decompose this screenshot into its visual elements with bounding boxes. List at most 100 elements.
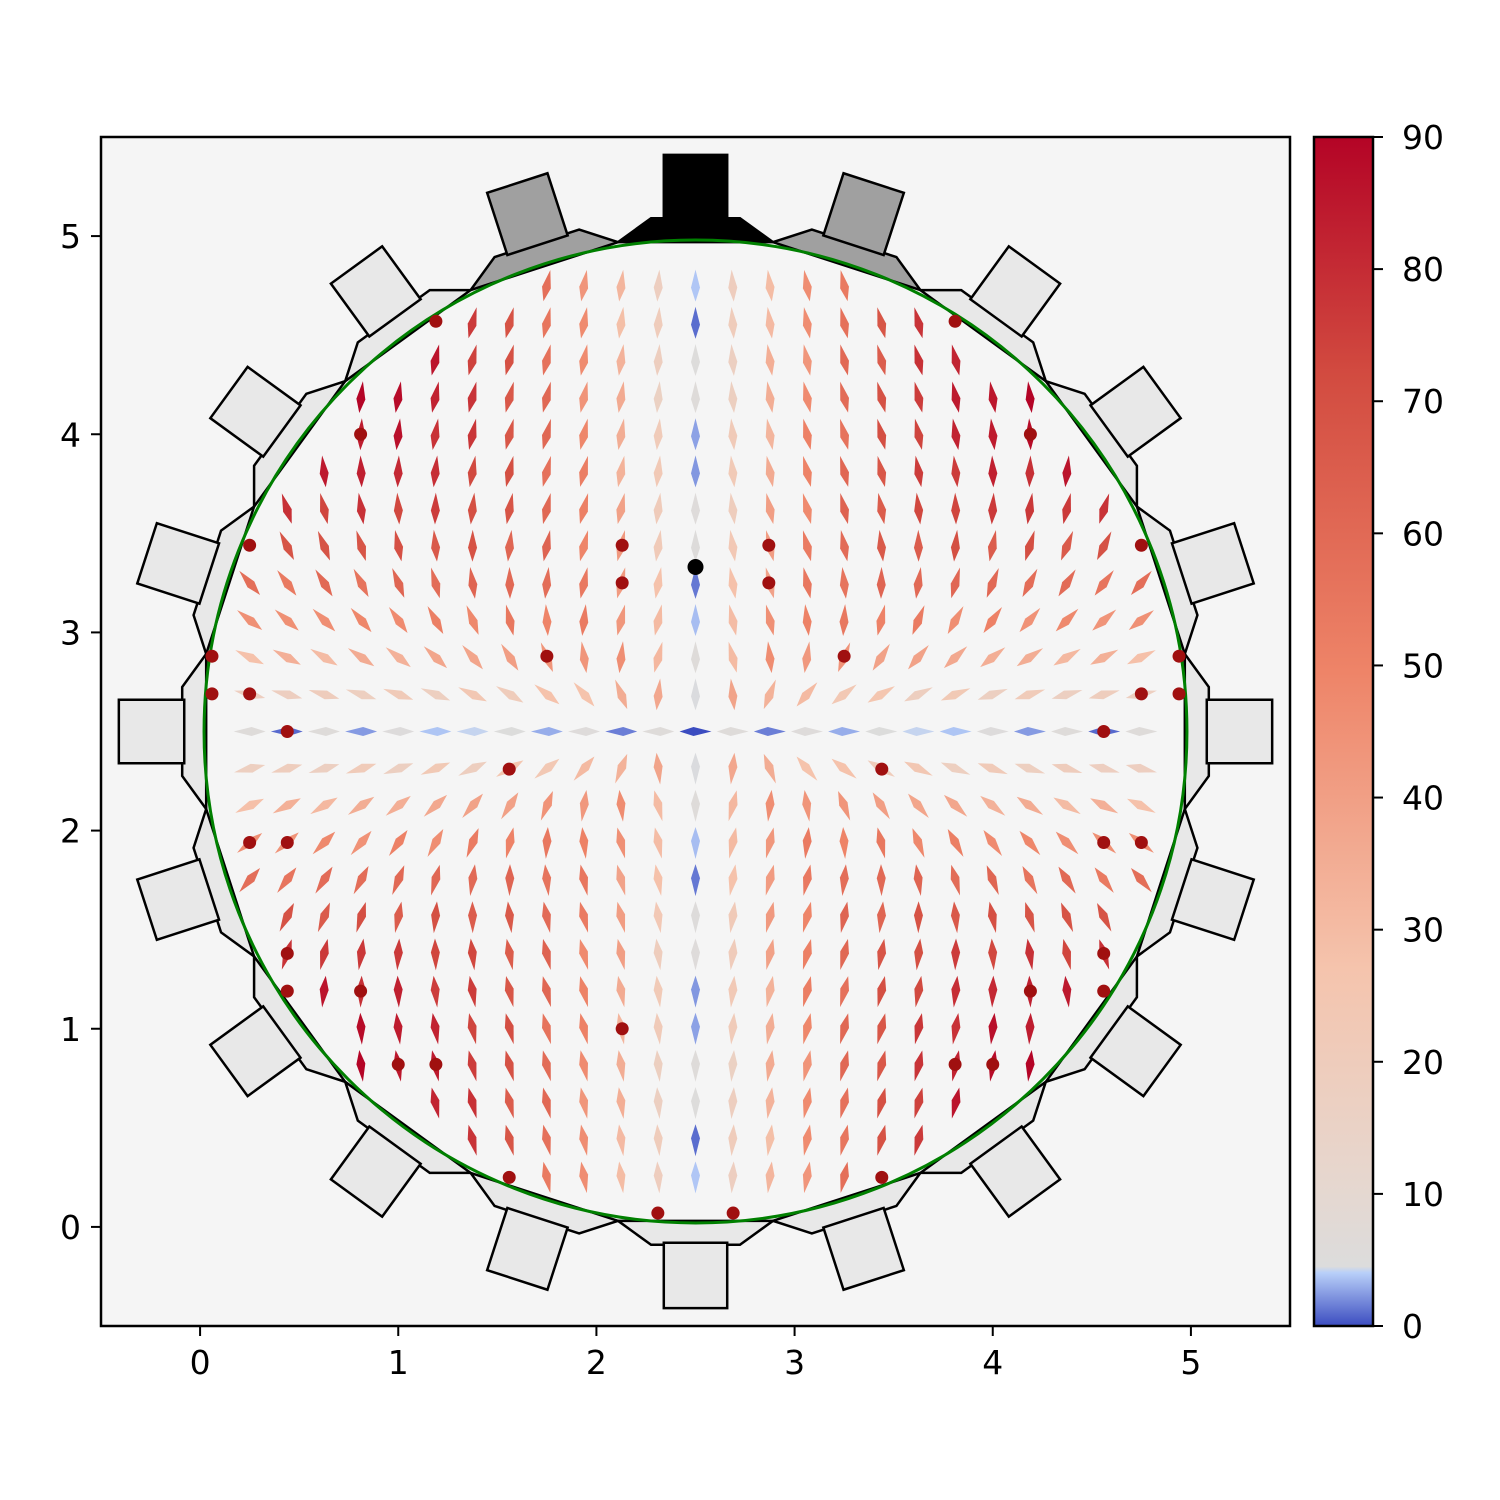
vector-arrow <box>877 492 887 525</box>
vector-arrow <box>728 901 738 934</box>
vector-arrow <box>1051 763 1083 774</box>
defect-point <box>429 314 443 328</box>
vector-arrow <box>616 492 626 525</box>
vector-arrow <box>542 938 551 970</box>
vector-arrow <box>1062 455 1072 488</box>
vector-arrow <box>765 938 775 971</box>
vector-arrow <box>456 727 489 736</box>
vector-arrow <box>950 864 960 896</box>
vector-arrow <box>691 1012 700 1045</box>
vector-arrow <box>320 493 329 525</box>
vector-arrow <box>728 492 738 525</box>
vector-arrow <box>1055 831 1079 855</box>
vector-arrow <box>947 829 964 857</box>
ring-tab <box>329 1124 423 1219</box>
vector-arrow <box>914 307 924 339</box>
vector-arrow <box>913 864 923 896</box>
vector-arrow <box>691 529 700 562</box>
vector-arrow <box>950 567 960 599</box>
vector-arrow <box>1062 975 1072 1008</box>
vector-arrow <box>872 792 890 820</box>
vector-arrow <box>467 1050 477 1082</box>
vector-arrow <box>579 455 588 487</box>
defect-point <box>280 835 294 849</box>
vector-arrow <box>877 1050 887 1082</box>
defect-point <box>837 649 851 663</box>
colorbar-tick-label: 60 <box>1402 514 1444 553</box>
vector-arrow <box>951 975 961 1008</box>
vector-arrow <box>728 455 738 488</box>
vector-arrow <box>691 864 700 897</box>
vector-arrow <box>867 686 895 703</box>
vector-arrow <box>653 567 663 599</box>
vector-arrow <box>679 727 712 736</box>
vector-arrow <box>356 1012 366 1045</box>
vector-arrow <box>394 530 404 562</box>
vector-arrow <box>385 795 411 816</box>
defect-point <box>1172 687 1186 701</box>
defect-point <box>540 649 554 663</box>
vector-arrow <box>579 567 588 599</box>
colorbar-tick-label: 50 <box>1402 646 1444 685</box>
vector-arrow <box>356 455 366 488</box>
vector-arrow <box>388 829 408 856</box>
vector-arrow <box>356 901 366 933</box>
vector-arrow <box>765 864 775 896</box>
vector-arrow <box>616 1124 626 1157</box>
vector-arrow <box>467 938 477 971</box>
vector-arrow <box>691 901 700 934</box>
vector-arrow <box>1092 609 1117 631</box>
vector-arrow <box>542 1013 551 1045</box>
vector-arrow <box>840 1161 849 1193</box>
vector-arrow <box>765 492 775 525</box>
vector-arrow <box>803 381 812 413</box>
vector-arrow <box>542 455 551 487</box>
vector-arrow <box>1016 796 1044 815</box>
vector-arrow <box>876 827 886 859</box>
vector-arrow <box>838 790 851 821</box>
vector-arrow <box>765 455 775 488</box>
vector-arrow <box>763 753 776 784</box>
vector-arrow <box>840 1087 849 1119</box>
vector-arrow <box>691 789 700 822</box>
colorbar <box>1312 135 1375 1328</box>
vector-arrow <box>976 727 1009 736</box>
vector-arrow <box>392 568 405 598</box>
vector-arrow <box>691 1087 700 1120</box>
vector-arrow <box>765 975 775 1008</box>
defect-point <box>391 1057 405 1071</box>
vector-arrow <box>1061 902 1074 933</box>
vector-arrow <box>542 827 552 859</box>
vector-arrow <box>468 567 478 599</box>
vector-arrow <box>912 828 925 858</box>
vector-arrow <box>315 866 333 894</box>
vector-arrow <box>796 756 818 781</box>
vector-arrow <box>504 1124 514 1156</box>
vector-arrow <box>765 306 775 339</box>
vector-arrow <box>393 381 403 413</box>
vector-arrow <box>534 684 560 705</box>
vector-arrow <box>728 1049 738 1082</box>
vector-arrow <box>496 686 524 703</box>
defect-point <box>354 427 368 441</box>
vector-arrow <box>317 530 330 561</box>
defect-point <box>762 538 776 552</box>
y-tick-label: 4 <box>60 415 81 454</box>
vector-arrow <box>876 864 886 897</box>
vector-arrow <box>1053 648 1081 666</box>
vector-arrow <box>691 455 700 488</box>
vector-arrow <box>573 756 595 781</box>
vector-arrow <box>840 381 849 413</box>
vector-arrow <box>350 607 372 633</box>
vector-arrow <box>653 418 663 451</box>
vector-arrow <box>382 727 415 736</box>
vector-arrow <box>840 307 849 339</box>
vector-arrow <box>728 790 738 822</box>
vector-arrow <box>951 938 961 971</box>
vector-arrow <box>505 529 514 562</box>
vector-arrow <box>393 1012 403 1045</box>
vector-arrow <box>765 1124 775 1157</box>
vector-arrow <box>803 455 812 487</box>
vector-arrow <box>237 610 263 630</box>
vector-arrow <box>393 455 403 488</box>
